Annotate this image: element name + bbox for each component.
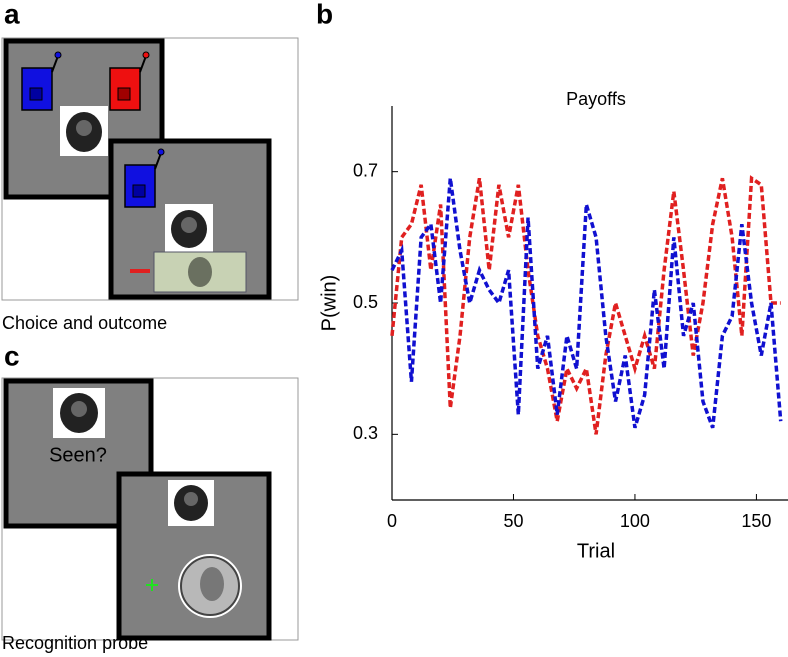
plus-sign [146, 579, 158, 591]
panel-label: c [4, 340, 20, 371]
phone-image [60, 106, 108, 156]
slot-machine-blue [124, 148, 165, 208]
slot-machine-red [109, 51, 150, 111]
x-tick-label: 150 [741, 511, 771, 531]
probe-question: Seen? [49, 444, 107, 466]
x-tick-label: 100 [620, 511, 650, 531]
y-tick-label: 0.3 [353, 423, 378, 443]
chart: Payoffs 0.3 0.5 0.7 0 50 100 150 Trial P(win) [318, 89, 788, 562]
x-tick-label: 50 [503, 511, 523, 531]
y-axis-label: P(win) [318, 275, 340, 332]
x-axis-label: Trial [577, 540, 615, 562]
slot-machine-blue [21, 51, 62, 111]
caption: Choice and outcome [2, 313, 167, 333]
panel-label: b [316, 0, 333, 29]
phone-image [53, 388, 105, 438]
panel-label: a [4, 0, 20, 29]
caption: Recognition probe [2, 633, 148, 653]
y-tick-label: 0.7 [353, 160, 378, 180]
phone-image [168, 480, 214, 526]
series-line [390, 177, 783, 429]
chart-title: Payoffs [566, 89, 626, 109]
y-tick-label: 0.5 [353, 292, 378, 312]
banknote-image [153, 251, 247, 293]
coin-image [178, 554, 242, 618]
series-line [390, 175, 781, 435]
phone-image [165, 204, 213, 252]
x-tick-label: 0 [387, 511, 397, 531]
